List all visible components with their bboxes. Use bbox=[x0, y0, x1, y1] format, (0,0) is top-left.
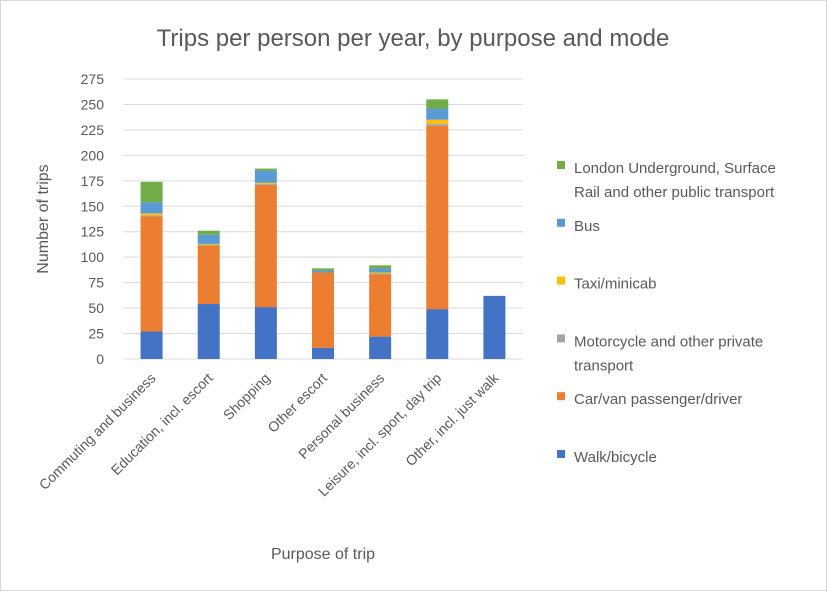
chart-title: Trips per person per year, by purpose an… bbox=[157, 25, 670, 52]
bar-segment bbox=[426, 309, 449, 359]
bar-segment bbox=[312, 347, 334, 359]
x-axis-title: Purpose of trip bbox=[271, 546, 375, 563]
bar-segment bbox=[312, 268, 334, 271]
bar-segment bbox=[140, 215, 163, 217]
bar-segment bbox=[483, 295, 506, 359]
bar-segment bbox=[254, 183, 277, 185]
bar-segment bbox=[426, 119, 449, 124]
legend-swatch bbox=[557, 392, 565, 401]
bar-segment bbox=[197, 234, 220, 244]
bar-segment bbox=[426, 123, 449, 126]
y-tick-labels: 0 25 50 75 100 125 150 175 200 225 250 275 bbox=[81, 71, 105, 367]
legend-label: Rail and other public transport bbox=[574, 184, 775, 201]
gridlines bbox=[123, 78, 523, 360]
bar-segment bbox=[140, 202, 163, 214]
legend-swatch bbox=[557, 276, 565, 285]
y-tick-label: 200 bbox=[81, 147, 105, 163]
x-tick-label: Shopping bbox=[220, 370, 273, 423]
legend-item: London Underground, Surface Rail and othe… bbox=[557, 160, 776, 201]
bar-segment bbox=[197, 230, 220, 235]
bar-segment bbox=[369, 265, 392, 269]
legend-swatch bbox=[557, 161, 565, 169]
bar-segment bbox=[254, 182, 277, 184]
bar-segment bbox=[369, 273, 392, 275]
bar-segment bbox=[197, 243, 220, 245]
bar-segment bbox=[140, 213, 163, 216]
legend-label: London Underground, Surface bbox=[574, 160, 776, 177]
bars bbox=[140, 99, 506, 359]
bar-segment bbox=[140, 216, 163, 332]
y-tick-label: 50 bbox=[88, 300, 104, 316]
y-tick-label: 225 bbox=[81, 122, 105, 138]
bar-segment bbox=[254, 184, 277, 308]
legend-item: Taxi/minicab bbox=[557, 276, 657, 293]
bar-segment bbox=[197, 304, 220, 359]
y-tick-label: 75 bbox=[88, 275, 104, 291]
bar-segment bbox=[426, 99, 449, 109]
y-tick-label: 100 bbox=[81, 249, 105, 265]
bar-segment bbox=[254, 168, 277, 171]
legend-swatch bbox=[557, 218, 565, 227]
legend-label: Car/van passenger/driver bbox=[574, 391, 742, 408]
bar-segment bbox=[426, 108, 449, 120]
y-axis-title: Number of trips bbox=[35, 164, 52, 273]
y-tick-label: 25 bbox=[88, 326, 104, 342]
y-tick-label: 150 bbox=[81, 198, 105, 214]
y-tick-label: 250 bbox=[81, 96, 105, 112]
bar-segment bbox=[254, 170, 277, 183]
legend-item: Walk/bicycle bbox=[557, 449, 657, 466]
bar-segment bbox=[197, 244, 220, 246]
legend-label: transport bbox=[574, 357, 634, 374]
bar-segment bbox=[369, 336, 392, 359]
legend-item: Car/van passenger/driver bbox=[557, 391, 742, 408]
bar-segment bbox=[369, 268, 392, 273]
y-tick-label: 125 bbox=[81, 224, 105, 240]
bar-segment bbox=[140, 181, 163, 203]
x-tick-label: Education, incl. escort bbox=[108, 370, 216, 478]
bar-segment bbox=[369, 274, 392, 337]
legend-label: Bus bbox=[574, 218, 600, 235]
legend-swatch bbox=[557, 334, 565, 343]
legend-item: Motorcycle and other private transport bbox=[557, 333, 763, 374]
bar-segment bbox=[140, 331, 163, 359]
y-tick-label: 275 bbox=[81, 71, 105, 87]
bar-segment bbox=[369, 272, 392, 274]
legend-label: Taxi/minicab bbox=[574, 276, 657, 293]
legend-label: Walk/bicycle bbox=[574, 449, 657, 466]
legend-label: Motorcycle and other private bbox=[574, 333, 763, 350]
bar-segment bbox=[312, 272, 334, 348]
x-tick-label: Other, incl. just walk bbox=[402, 369, 502, 469]
y-tick-label: 0 bbox=[96, 351, 104, 367]
x-tick-label: Commuting and business bbox=[36, 370, 159, 493]
bar-segment bbox=[254, 307, 277, 359]
bar-segment bbox=[197, 245, 220, 305]
bar-segment bbox=[312, 270, 334, 273]
legend-item: Bus bbox=[557, 218, 600, 235]
legend: London Underground, Surface Rail and othe… bbox=[557, 160, 776, 466]
legend-swatch bbox=[557, 450, 565, 458]
bar-segment bbox=[426, 125, 449, 310]
y-tick-label: 175 bbox=[81, 173, 105, 189]
